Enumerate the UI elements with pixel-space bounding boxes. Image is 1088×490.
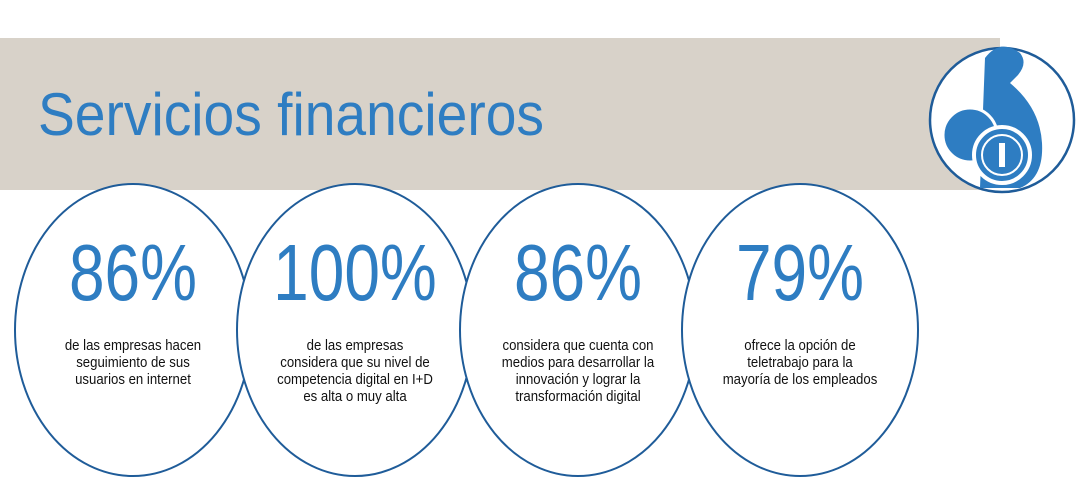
stat-description: de las empresas hacen bbox=[65, 336, 201, 353]
stat-description: considera que cuenta con bbox=[503, 336, 654, 353]
stat-description: transformación digital bbox=[515, 387, 640, 404]
stat-description: competencia digital en I+D bbox=[277, 370, 433, 387]
stat-value: 79% bbox=[736, 228, 864, 317]
stat-description: de las empresas bbox=[307, 336, 404, 353]
stat-value: 86% bbox=[514, 228, 642, 317]
stat-value: 86% bbox=[69, 228, 197, 317]
header-band bbox=[0, 38, 1000, 190]
stat-description: innovación y lograr la bbox=[516, 370, 641, 387]
stat-description: usuarios en internet bbox=[75, 370, 191, 387]
stat-description: mayoría de los empleados bbox=[723, 370, 878, 387]
stat-description: seguimiento de sus bbox=[76, 353, 190, 370]
stat-description: teletrabajo para la bbox=[747, 353, 853, 370]
title: Servicios financieros bbox=[38, 82, 544, 149]
stat-circle bbox=[681, 183, 919, 477]
stat-description: es alta o muy alta bbox=[303, 387, 406, 404]
stat-description: medios para desarrollar la bbox=[502, 353, 655, 370]
stat-description: ofrece la opción de bbox=[744, 336, 856, 353]
stat-description: considera que su nivel de bbox=[280, 353, 430, 370]
stat-value: 100% bbox=[273, 228, 437, 317]
bag-icon bbox=[928, 46, 1076, 194]
